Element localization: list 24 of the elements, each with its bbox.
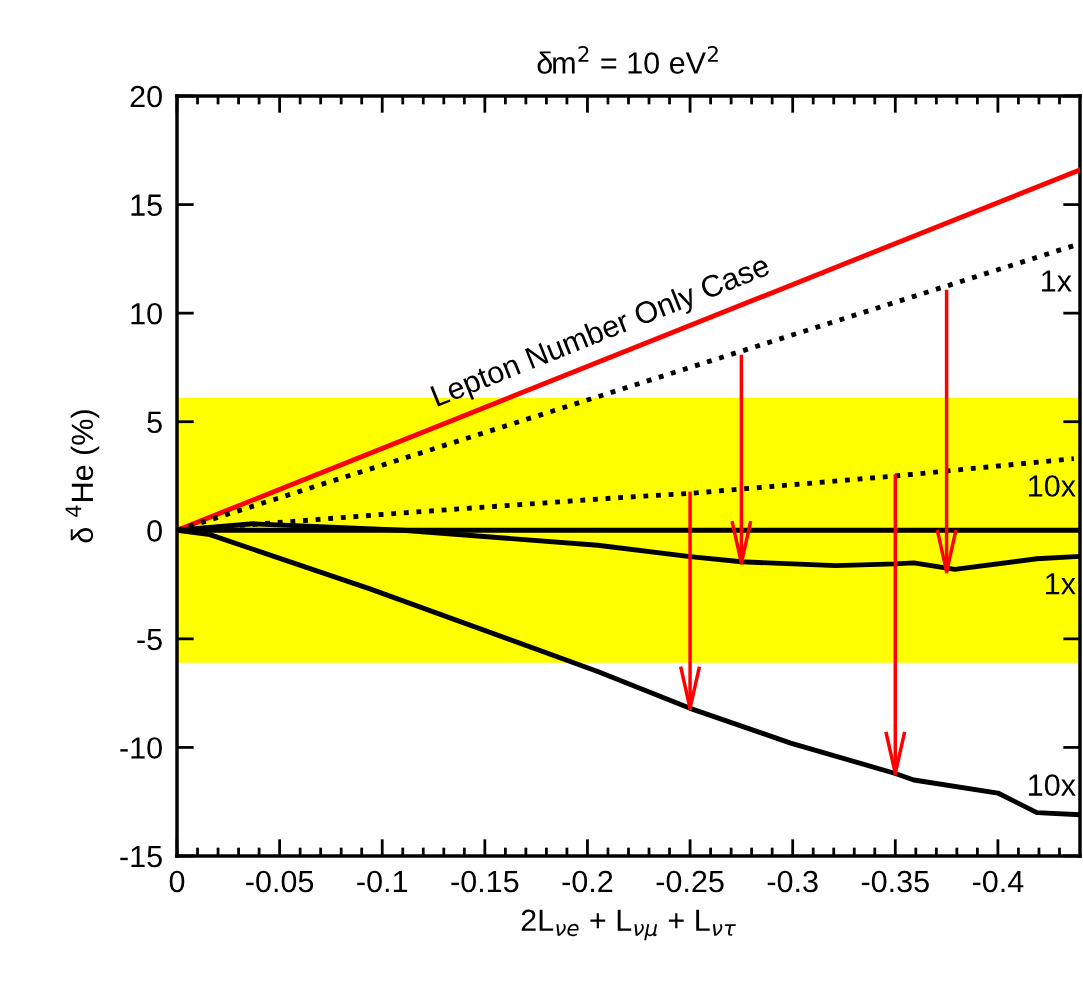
x-axis-title: 2L$_{νe}$ + L$_{νμ}$ + L$_{ντ}$ <box>521 909 736 941</box>
y-tick-label: 5 <box>147 411 162 434</box>
x-tick-label: -0.05 <box>246 870 314 893</box>
x-tick-label: -0.15 <box>451 870 519 893</box>
x-tick-label: -0.35 <box>861 870 929 893</box>
y-tick-label: 0 <box>147 520 162 542</box>
y-tick-label: -5 <box>137 628 162 651</box>
y-tick-label: 20 <box>130 85 162 108</box>
annotation: 1x <box>1042 270 1072 292</box>
y-tick-label: 15 <box>131 194 162 216</box>
x-tick-label: -0.4 <box>972 870 1024 893</box>
annotation: 1x <box>1046 573 1076 595</box>
y-tick-label: 10 <box>131 302 162 325</box>
x-tick-label: -0.25 <box>656 870 724 893</box>
x-tick-label: -0.1 <box>357 870 408 893</box>
annotation: 10x <box>1029 774 1076 796</box>
x-tick-label: -0.3 <box>767 870 818 893</box>
x-tick-label: 0 <box>169 870 185 893</box>
chart-title: δm$^{2}$ = 10 eV$^{2}$ <box>537 45 718 74</box>
x-tick-label: -0.2 <box>562 870 613 893</box>
y-tick-label: -15 <box>120 846 162 868</box>
y-axis-title: δ $^{4}$He (%) <box>65 410 100 543</box>
y-tick-label: -10 <box>120 737 162 759</box>
annotation: 10x <box>1029 475 1076 497</box>
